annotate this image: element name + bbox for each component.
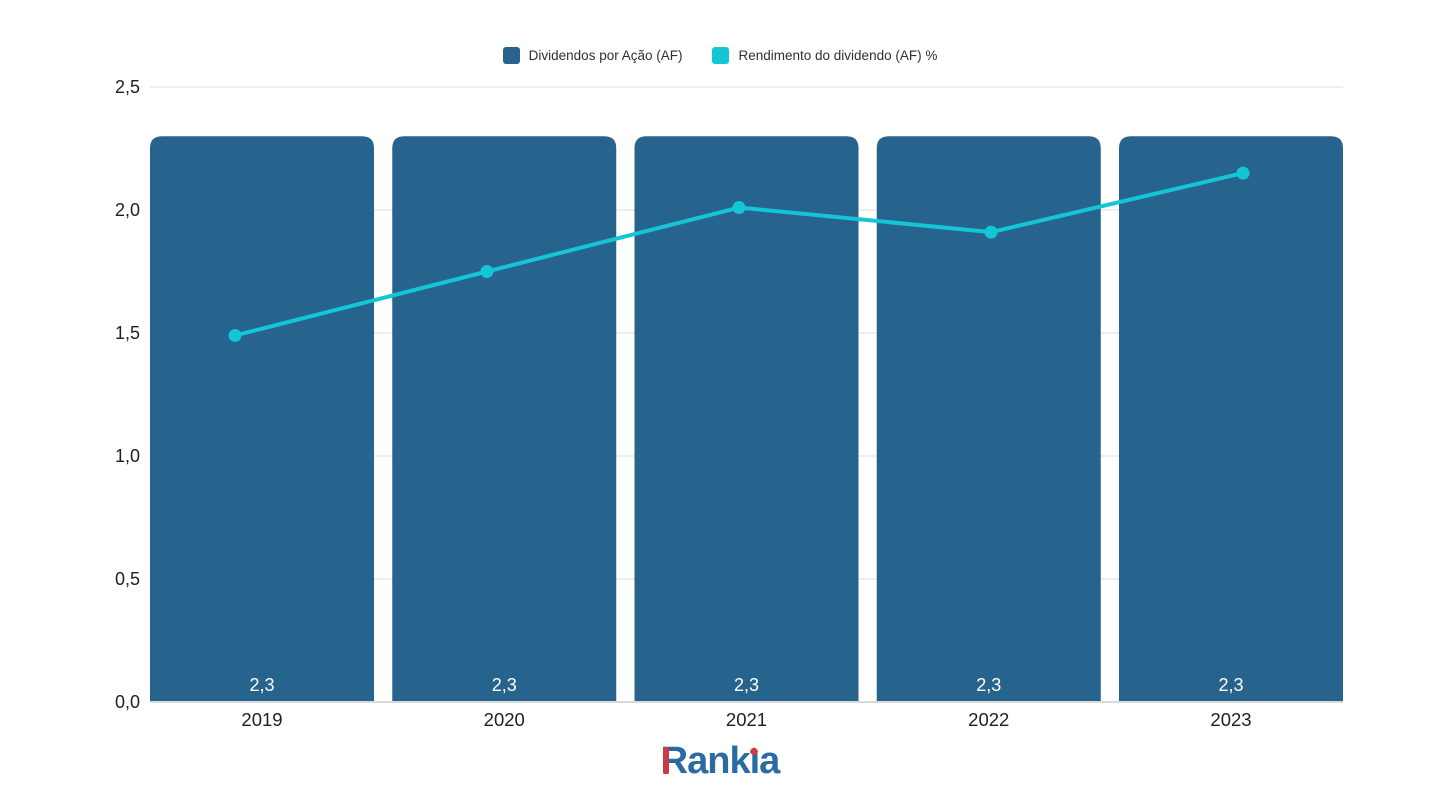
y-tick-label: 1,0 (115, 446, 140, 466)
legend-item-bar[interactable]: Dividendos por Ação (AF) (502, 47, 683, 64)
logo-red-stem (662, 747, 669, 774)
y-tick-label: 1,5 (115, 323, 140, 343)
line-point-2020 (480, 265, 494, 278)
chart-legend: Dividendos por Ação (AF) Rendimento do di… (0, 47, 1440, 64)
bar-2023 (1119, 136, 1343, 702)
legend-label: Rendimento do dividendo (AF) % (738, 48, 938, 63)
legend-swatch-bar (502, 47, 520, 64)
logo-letters-ank: ank (687, 740, 750, 782)
y-tick-label: 2,5 (115, 77, 140, 97)
y-tick-label: 0,5 (115, 569, 140, 589)
y-tick-label: 0,0 (115, 692, 140, 712)
line-point-2022 (984, 225, 998, 239)
bar-2021 (634, 136, 859, 702)
bar-value-label: 2,3 (976, 675, 1001, 695)
line-point-2019 (228, 328, 242, 342)
legend-item-line[interactable]: Rendimento do dividendo (AF) % (712, 47, 937, 64)
rankia-logo: R ank ı a (661, 740, 781, 782)
logo-letter-i-stem: ı (749, 740, 761, 782)
x-tick-label: 2023 (1210, 709, 1251, 730)
x-tick-label: 2021 (726, 709, 767, 730)
legend-label: Dividendos por Ação (AF) (528, 48, 683, 63)
line-point-2023 (1236, 166, 1250, 180)
chart-plot-area: 0,0 0,5 1,0 1,5 2,0 2,5 2,3 2,3 2,3 2,3 2,3 2019 202… (115, 77, 1343, 730)
footer: R ank ı a (0, 740, 1440, 782)
bar-value-label: 2,3 (249, 675, 274, 695)
x-tick-label: 2020 (484, 709, 525, 730)
x-tick-label: 2022 (968, 709, 1009, 730)
y-tick-label: 2,0 (115, 200, 140, 220)
bar-value-label: 2,3 (1218, 675, 1243, 695)
logo-letter-i: ı (749, 740, 761, 782)
x-tick-label: 2019 (241, 709, 282, 730)
bar-2020 (392, 136, 617, 702)
legend-swatch-line (712, 47, 730, 64)
bar-2022 (876, 136, 1101, 702)
line-point-2021 (732, 201, 746, 215)
bar-value-label: 2,3 (734, 675, 759, 695)
bar-value-label: 2,3 (492, 675, 517, 695)
logo-letter-r: R (661, 740, 688, 782)
bar-2019 (150, 136, 374, 702)
logo-letter-a: a (759, 740, 780, 782)
